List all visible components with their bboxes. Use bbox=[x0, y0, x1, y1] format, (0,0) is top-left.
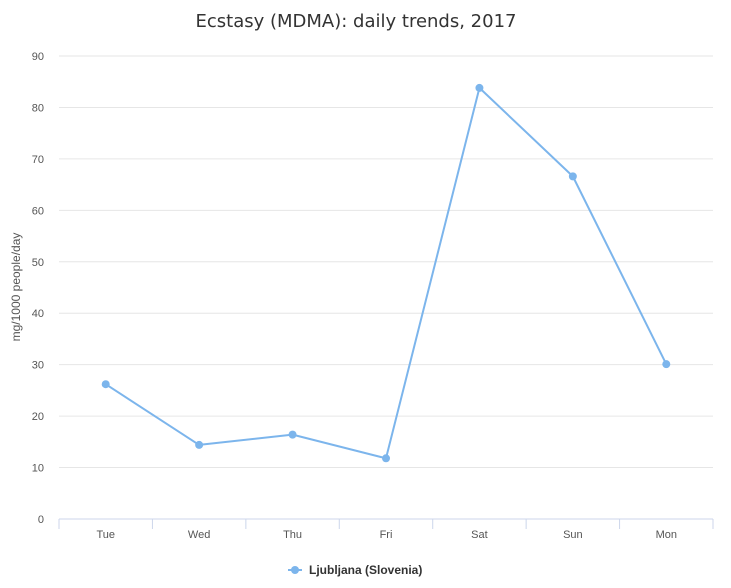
y-tick-label: 0 bbox=[38, 514, 44, 526]
data-point[interactable] bbox=[568, 172, 577, 181]
x-axis: Tue Wed Thu Fri Sat Sun Mon bbox=[58, 518, 714, 541]
data-point[interactable] bbox=[382, 454, 390, 463]
y-tick-label: 20 bbox=[32, 411, 44, 423]
y-tick-label: 30 bbox=[32, 360, 44, 372]
data-point[interactable] bbox=[662, 360, 671, 369]
x-tick-label: Sat bbox=[471, 529, 488, 541]
x-tick-label: Sun bbox=[563, 529, 583, 541]
y-tick-label: 60 bbox=[32, 205, 44, 217]
chart-title: Ecstasy (MDMA): daily trends, 2017 bbox=[196, 11, 517, 32]
legend[interactable]: Ljubljana (Slovenia) bbox=[288, 563, 422, 577]
y-axis-ticks: 0 10 20 30 40 50 60 70 80 90 bbox=[32, 51, 44, 526]
data-point[interactable] bbox=[288, 430, 297, 439]
x-tick-label: Wed bbox=[188, 529, 210, 541]
legend-dot-marker bbox=[291, 566, 299, 574]
data-point[interactable] bbox=[101, 380, 110, 389]
series-line bbox=[105, 86, 668, 460]
y-tick-label: 80 bbox=[32, 102, 44, 114]
legend-label: Ljubljana (Slovenia) bbox=[309, 563, 422, 577]
y-tick-label: 50 bbox=[32, 257, 44, 269]
y-tick-label: 70 bbox=[32, 154, 44, 166]
grid-lines bbox=[59, 55, 713, 469]
y-tick-label: 10 bbox=[32, 463, 44, 475]
x-tick-label: Thu bbox=[283, 529, 302, 541]
y-tick-label: 40 bbox=[32, 308, 44, 320]
x-tick-label: Mon bbox=[656, 529, 677, 541]
data-point[interactable] bbox=[475, 83, 484, 92]
x-tick-label: Fri bbox=[380, 529, 393, 541]
data-point[interactable] bbox=[195, 440, 204, 449]
y-axis-label: mg/1000 people/day bbox=[9, 233, 23, 342]
x-tick-label: Tue bbox=[96, 529, 115, 541]
series-layer bbox=[101, 83, 671, 463]
y-tick-label: 90 bbox=[32, 51, 44, 63]
